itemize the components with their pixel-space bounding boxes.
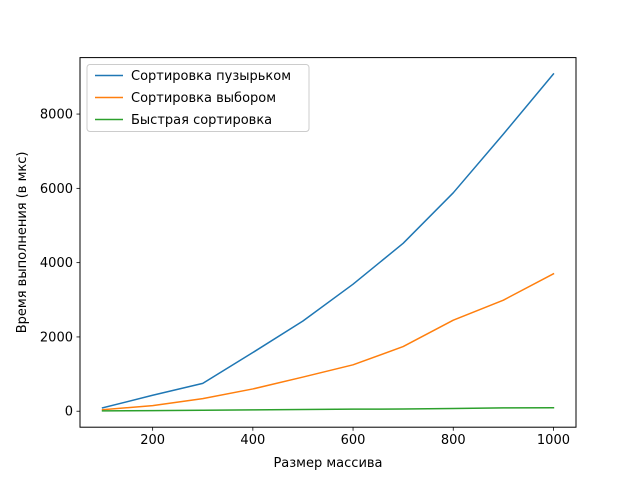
plot-frame — [79, 57, 577, 428]
y-axis-ticks: 0 2000 4000 6000 8000 — [40, 108, 80, 420]
x-tick-label: 800 — [441, 433, 466, 448]
y-tick-label: 0 — [65, 405, 73, 420]
y-tick-label: 2000 — [40, 330, 73, 345]
legend: Сортировка пузырьком Сортировка выбором Бы… — [86, 64, 310, 132]
y-tick-label: 8000 — [40, 108, 73, 123]
x-tick-label: 400 — [240, 433, 265, 448]
x-axis-label: Размер массива — [273, 456, 382, 471]
x-axis-ticks: 200 400 600 800 1000 — [140, 427, 570, 448]
y-tick-label: 6000 — [40, 182, 73, 197]
y-axis-label: Время выполнения (в мкс) — [15, 152, 30, 334]
y-tick-label: 4000 — [40, 256, 73, 271]
series-line-3 — [101, 406, 555, 412]
legend-label-2: Сортировка выбором — [131, 91, 276, 106]
x-tick-label: 200 — [140, 433, 165, 448]
series-line-1 — [101, 72, 555, 409]
legend-box — [86, 64, 310, 132]
series-line-2 — [101, 272, 555, 411]
x-tick-label: 600 — [341, 433, 366, 448]
legend-label-3: Быстрая сортировка — [131, 113, 272, 128]
plot-lines — [101, 72, 555, 412]
x-tick-label: 1000 — [537, 433, 570, 448]
legend-label-1: Сортировка пузырьком — [131, 69, 291, 84]
legend-items: Сортировка пузырьком Сортировка выбором Бы… — [95, 69, 291, 128]
